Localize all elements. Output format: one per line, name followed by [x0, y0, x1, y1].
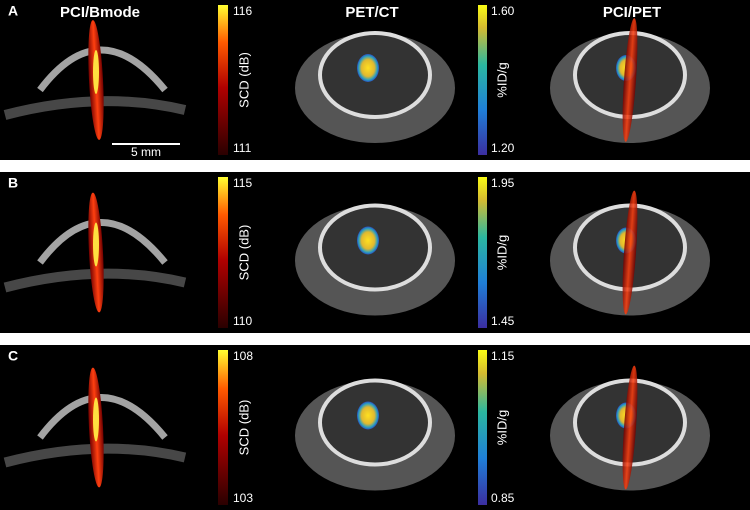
bmode-skull — [37, 394, 168, 440]
scd-min-label: 103 — [233, 491, 253, 505]
scd-min-label: 111 — [233, 141, 252, 155]
pci-core — [93, 397, 99, 442]
pet-colorbar — [478, 350, 487, 505]
scd-axis-label: SCD (dB) — [236, 52, 251, 108]
pci-core — [93, 222, 99, 267]
pci-streak — [622, 18, 638, 142]
pet-blob — [357, 226, 379, 255]
pci-streak — [622, 365, 638, 490]
bmode-skull — [37, 219, 168, 265]
pet-axis-label: %ID/g — [494, 235, 509, 270]
scd-axis-label: SCD (dB) — [236, 225, 251, 281]
column-header: PET/CT — [345, 4, 398, 21]
pet-max-label: 1.60 — [491, 4, 515, 18]
pet-max-label: 1.95 — [491, 176, 515, 190]
pet-colorbar — [478, 177, 487, 328]
pci-core — [93, 50, 99, 94]
pet-max-label: 1.15 — [491, 349, 515, 363]
pet-min-label: 1.45 — [491, 314, 515, 328]
pet-blob — [357, 401, 379, 430]
pet-blob — [357, 54, 379, 82]
scd-max-label: 115 — [233, 176, 252, 190]
pet-min-label: 1.20 — [491, 141, 515, 155]
scd-colorbar — [218, 350, 228, 505]
scd-colorbar — [218, 5, 228, 155]
column-header: PCI/PET — [603, 4, 661, 21]
pet-colorbar — [478, 5, 487, 155]
scd-max-label: 108 — [233, 349, 253, 363]
scd-axis-label: SCD (dB) — [236, 400, 251, 456]
scale-bar-label: 5 mm — [131, 145, 161, 159]
column-header: PCI/Bmode — [60, 4, 140, 21]
row-label: B — [8, 175, 18, 191]
pet-axis-label: %ID/g — [494, 410, 509, 445]
pet-min-label: 0.85 — [491, 491, 515, 505]
bmode-skull — [37, 46, 168, 93]
row-label: C — [8, 348, 18, 364]
pci-streak — [622, 190, 638, 315]
scd-min-label: 110 — [233, 314, 252, 328]
scd-max-label: 116 — [233, 4, 252, 18]
row-label: A — [8, 3, 18, 19]
pet-axis-label: %ID/g — [494, 62, 509, 97]
scd-colorbar — [218, 177, 228, 328]
